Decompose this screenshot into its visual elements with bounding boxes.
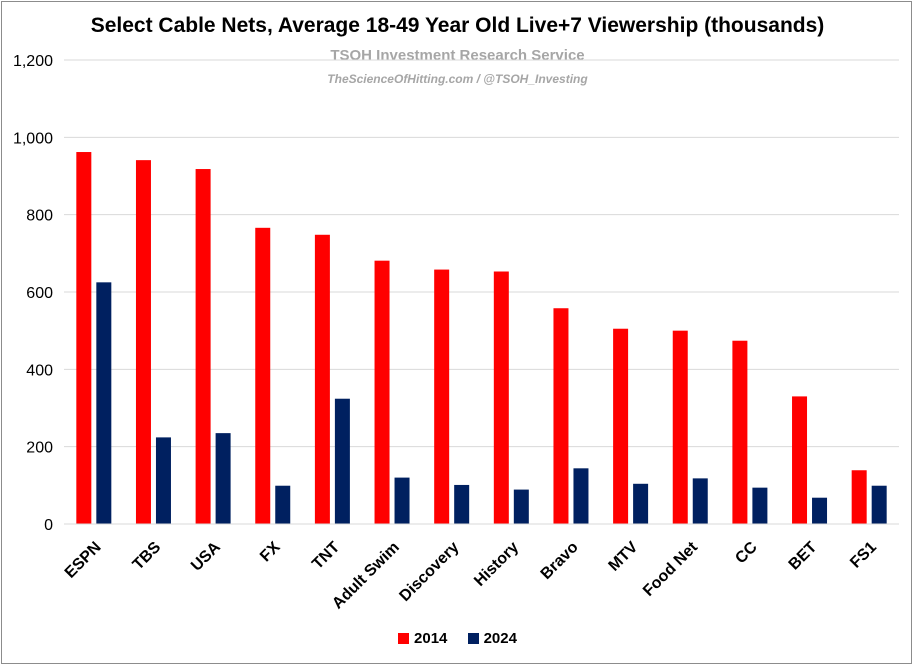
x-tick-label: TNT: [309, 539, 343, 573]
bar-2014-tnt: [314, 234, 330, 525]
bar-2014-fx: [255, 227, 271, 524]
bar-2024-tbs: [155, 437, 171, 524]
bar-2014-history: [493, 271, 509, 524]
bar-2024-tnt: [334, 398, 350, 524]
watermark-site: TheScienceOfHitting.com / @TSOH_Investin…: [327, 72, 588, 86]
bar-2014-bravo: [553, 308, 569, 524]
bar-2024-mtv: [633, 483, 649, 524]
bar-2014-food-net: [672, 330, 688, 524]
bar-2014-mtv: [613, 328, 629, 524]
bar-2024-adult-swim: [394, 477, 410, 524]
y-tick-label: 400: [26, 362, 53, 379]
legend-label-2024: 2024: [483, 630, 517, 647]
bar-2024-history: [513, 489, 529, 524]
bar-2024-food-net: [692, 478, 708, 524]
y-tick-label: 1,000: [13, 130, 53, 147]
x-tick-label: ESPN: [62, 539, 105, 582]
bar-2014-cc: [732, 340, 748, 524]
x-tick-label: Bravo: [538, 539, 582, 583]
x-tick-label: History: [471, 539, 522, 590]
bar-2014-fs1: [851, 470, 867, 524]
x-tick-label: MTV: [606, 539, 642, 575]
y-tick-label: 200: [26, 440, 53, 457]
bar-2014-espn: [76, 152, 92, 524]
gridlines: [64, 59, 899, 448]
x-tick-label: BET: [786, 539, 821, 574]
x-tick-label: Food Net: [640, 538, 702, 600]
bar-2024-fx: [275, 485, 291, 524]
legend-swatch-2024: [467, 633, 479, 644]
x-tick-label: USA: [188, 538, 224, 574]
x-tick-label: FS1: [847, 539, 880, 572]
legend-label-2014: 2014: [414, 630, 448, 647]
bar-2024-fs1: [871, 485, 887, 524]
bar-2024-discovery: [454, 484, 470, 524]
legend-item-2014: 2014: [398, 630, 447, 647]
bar-2024-cc: [752, 487, 768, 524]
bar-2014-tbs: [135, 160, 151, 524]
chart-title: Select Cable Nets, Average 18-49 Year Ol…: [90, 14, 825, 37]
x-tick-label: Discovery: [396, 539, 462, 605]
bar-2014-bet: [792, 396, 808, 524]
y-tick-label: 0: [44, 517, 53, 534]
y-tick-label: 1,200: [13, 53, 53, 70]
bar-2024-espn: [96, 282, 112, 524]
legend-swatch-2014: [398, 633, 410, 644]
y-tick-label: 600: [26, 285, 53, 302]
bar-2024-usa: [215, 433, 231, 524]
bar-2014-adult-swim: [374, 260, 390, 524]
bars: [76, 152, 887, 525]
bar-2014-discovery: [434, 269, 450, 524]
y-axis-ticks: 0 200 400 600 800 1,000 1,200: [13, 53, 53, 534]
x-tick-label: CC: [732, 538, 761, 567]
bar-2024-bravo: [573, 468, 589, 524]
bar-2014-usa: [195, 169, 211, 525]
legend-item-2024: 2024: [467, 630, 517, 647]
x-tick-label: TBS: [130, 539, 165, 574]
legend: 2014 2024: [0, 630, 915, 648]
y-tick-label: 800: [26, 208, 53, 225]
bar-2024-bet: [812, 497, 828, 524]
x-tick-label: FX: [257, 539, 284, 566]
